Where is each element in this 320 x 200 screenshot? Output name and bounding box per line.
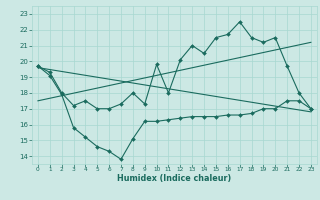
X-axis label: Humidex (Indice chaleur): Humidex (Indice chaleur) — [117, 174, 232, 183]
